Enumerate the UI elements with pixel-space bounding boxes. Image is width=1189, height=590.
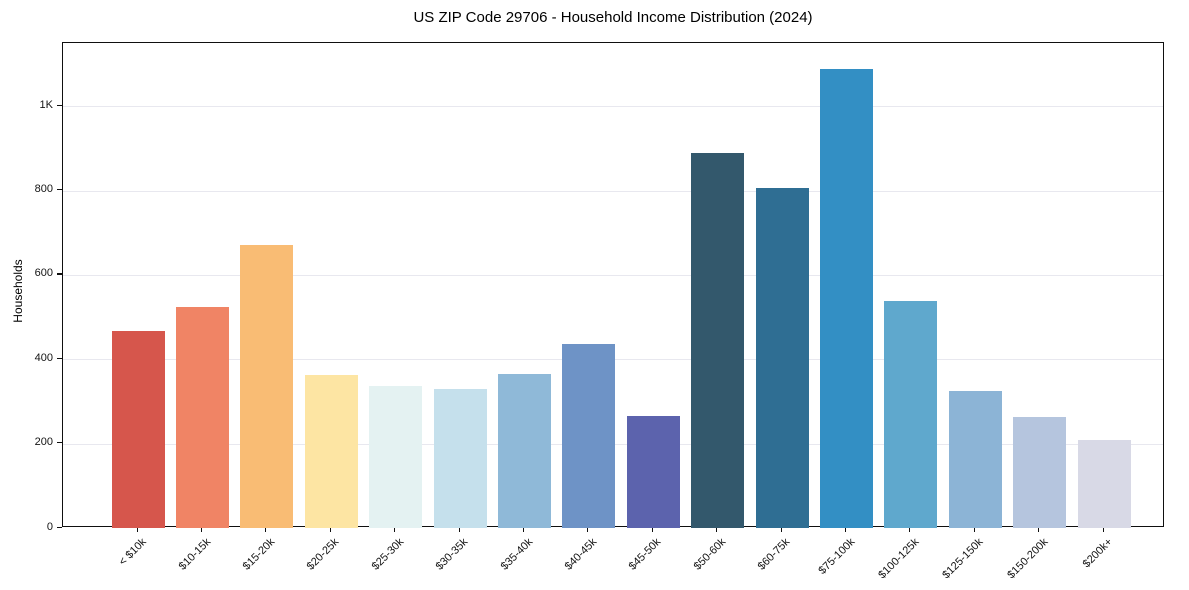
chart-title: US ZIP Code 29706 - Household Income Dis… bbox=[413, 9, 813, 26]
y-tick-label-400: 400 bbox=[34, 351, 53, 364]
y-tick-mark-800 bbox=[57, 189, 62, 191]
x-tick-label-$40-45k: $40-45k bbox=[562, 536, 600, 573]
bar-$30-35k bbox=[433, 388, 487, 528]
x-tick-label-$15-20k: $15-20k bbox=[240, 536, 278, 573]
bar-$60-75k bbox=[755, 188, 809, 528]
y-tick-label-200: 200 bbox=[34, 436, 53, 449]
x-tick-label-$35-40k: $35-40k bbox=[498, 536, 535, 573]
plot-area bbox=[62, 42, 1164, 528]
x-tick-mark-$25-30k bbox=[394, 527, 396, 532]
y-tick-label-800: 800 bbox=[34, 183, 53, 196]
x-tick-mark-$100-125k bbox=[909, 527, 911, 532]
x-tick-mark-$125-150k bbox=[973, 527, 975, 532]
x-tick-label-$150-200k: $150-200k bbox=[1004, 536, 1051, 582]
y-axis-label: Households bbox=[11, 259, 25, 323]
y-tick-mark-0 bbox=[57, 526, 62, 528]
x-tick-mark-$40-45k bbox=[587, 527, 589, 532]
x-tick-label-$125-150k: $125-150k bbox=[940, 536, 986, 582]
bar-$10-15k bbox=[175, 306, 229, 528]
bar-$15-20k bbox=[240, 245, 294, 528]
x-tick-label-$20-25k: $20-25k bbox=[305, 536, 342, 573]
x-tick-mark-< $10k bbox=[136, 527, 138, 532]
x-tick-label-$25-30k: $25-30k bbox=[369, 536, 407, 573]
y-tick-mark-1K bbox=[57, 104, 62, 106]
x-tick-mark-$35-40k bbox=[522, 527, 525, 532]
gridline-600 bbox=[63, 274, 1163, 276]
x-tick-mark-$75-100k bbox=[844, 527, 847, 532]
x-tick-label-$200k+: $200k+ bbox=[1080, 536, 1115, 571]
x-tick-label-$10-15k: $10-15k bbox=[176, 536, 213, 573]
y-tick-mark-600 bbox=[57, 273, 62, 275]
x-tick-mark-$200k+ bbox=[1102, 527, 1104, 532]
y-tick-label-1K: 1K bbox=[39, 98, 53, 111]
bar-$50-60k bbox=[691, 153, 745, 528]
x-tick-mark-$50-60k bbox=[716, 527, 718, 532]
bar-< $10k bbox=[111, 331, 165, 528]
bar-$40-45k bbox=[562, 343, 616, 528]
y-tick-mark-200 bbox=[57, 442, 62, 444]
x-tick-mark-$45-50k bbox=[651, 527, 653, 532]
y-tick-label-0: 0 bbox=[46, 520, 53, 533]
bar-$150-200k bbox=[1013, 417, 1067, 528]
x-tick-mark-$30-35k bbox=[458, 527, 460, 532]
x-tick-mark-$10-15k bbox=[200, 527, 203, 532]
bar-$35-40k bbox=[497, 374, 551, 528]
y-tick-label-600: 600 bbox=[34, 267, 53, 280]
x-tick-mark-$15-20k bbox=[265, 527, 267, 532]
x-tick-mark-$20-25k bbox=[329, 527, 331, 532]
x-tick-mark-$150-200k bbox=[1038, 527, 1040, 532]
gridline-800 bbox=[63, 190, 1163, 192]
bar-$200k+ bbox=[1077, 439, 1131, 528]
y-tick-mark-400 bbox=[57, 357, 62, 359]
bar-$100-125k bbox=[884, 300, 938, 528]
x-tick-label-$45-50k: $45-50k bbox=[627, 536, 664, 573]
bar-$75-100k bbox=[819, 69, 873, 528]
x-tick-label-$60-75k: $60-75k bbox=[755, 536, 793, 573]
x-tick-label-$50-60k: $50-60k bbox=[691, 536, 729, 573]
gridline-1K bbox=[63, 106, 1163, 108]
bar-$125-150k bbox=[948, 390, 1002, 528]
bar-$25-30k bbox=[369, 385, 423, 528]
bar-$20-25k bbox=[304, 374, 358, 528]
x-tick-label-$75-100k: $75-100k bbox=[815, 536, 857, 577]
x-tick-label-$30-35k: $30-35k bbox=[433, 536, 471, 573]
x-tick-label-$100-125k: $100-125k bbox=[876, 536, 922, 582]
bar-$45-50k bbox=[626, 416, 680, 528]
x-tick-label-< $10k: < $10k bbox=[116, 536, 149, 569]
x-tick-mark-$60-75k bbox=[780, 527, 782, 532]
